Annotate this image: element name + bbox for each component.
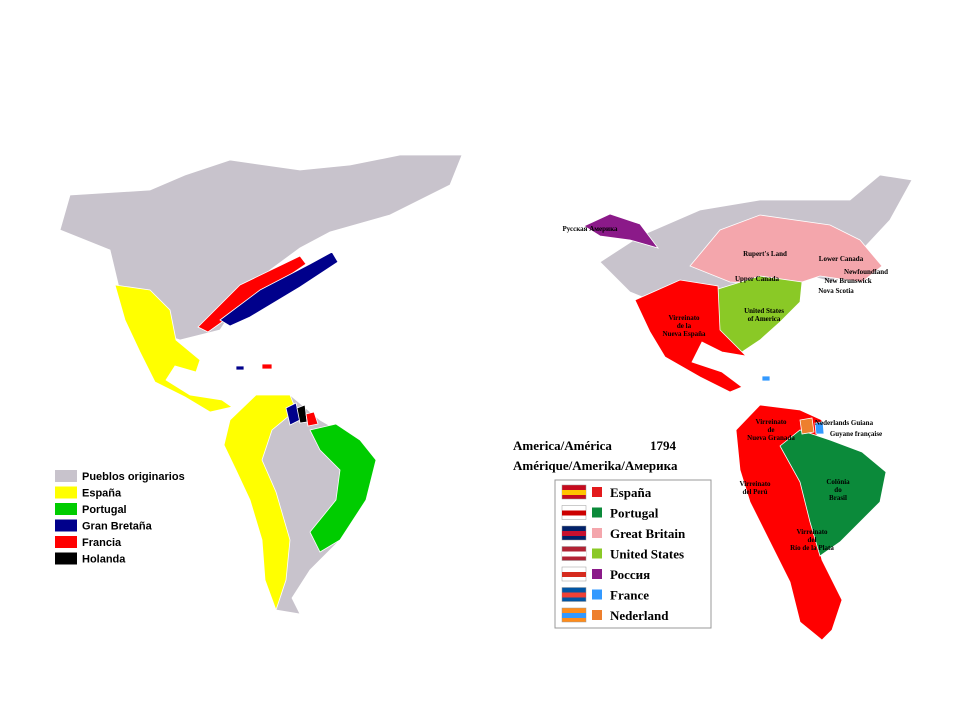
flag-stripe	[562, 490, 586, 495]
legend-swatch	[592, 528, 602, 538]
map-label: de	[768, 426, 775, 434]
flag-stripe	[562, 592, 586, 598]
legend-label: España	[82, 488, 122, 500]
map-label: Virreinato	[755, 418, 787, 426]
map-label: Nueva España	[663, 330, 706, 338]
left-map	[59, 154, 463, 615]
legend-swatch	[55, 519, 77, 532]
map-label: United States	[744, 307, 784, 315]
legend-swatch	[592, 589, 602, 600]
map-labels: Русская Америка Rupert's Land Lower Canada…	[562, 225, 888, 552]
legend-swatch	[55, 470, 77, 482]
flag-stripe	[562, 613, 586, 618]
map-label: do	[834, 486, 842, 494]
map-label: Río de la Plata	[790, 544, 834, 552]
legend-label: Nederland	[610, 608, 669, 623]
year: 1794	[650, 438, 677, 453]
legend-swatch	[592, 548, 602, 559]
legend-swatch	[55, 486, 77, 499]
legend-swatch	[55, 503, 77, 515]
legend-label: Holanda	[82, 554, 126, 566]
legend-label: United States	[610, 547, 684, 562]
flag-stripe	[562, 510, 586, 516]
map-label: Virreinato	[796, 528, 828, 536]
legend-swatch	[592, 569, 602, 579]
subtitle: Amérique/Amerika/Америка	[513, 458, 678, 473]
legend-label: Portugal	[610, 506, 659, 521]
legend-label: Great Britain	[610, 526, 686, 541]
map-label: del Perú	[742, 488, 767, 496]
flag-stripe	[562, 531, 586, 536]
legend-swatch	[592, 507, 602, 518]
map-label: Nederlands Guiana	[815, 419, 874, 427]
map-label: Colônia	[826, 478, 850, 486]
map-label: Upper Canada	[735, 275, 780, 283]
map-label: Newfoundland	[844, 268, 888, 276]
map-label: Lower Canada	[819, 255, 864, 263]
legend-swatch	[592, 487, 602, 497]
map-label: Virreinato	[668, 314, 700, 322]
map-label: Rupert's Land	[743, 250, 787, 258]
legend-label: Pueblos originarios	[82, 471, 185, 483]
map-label: Guyane française	[830, 430, 882, 438]
map-label: Русская Америка	[562, 225, 618, 233]
legend-label: France	[610, 588, 649, 603]
right-map	[583, 174, 913, 641]
map-label: of America	[748, 315, 781, 323]
map-label: New Brunswick	[824, 277, 871, 285]
flag-stripe	[562, 551, 586, 557]
legend-label: Francia	[82, 537, 122, 549]
legend-label: Gran Bretaña	[82, 521, 153, 533]
map-label: Virreinato	[739, 480, 771, 488]
map-label: Nueva Granada	[747, 434, 795, 442]
title: America/América	[513, 438, 612, 453]
legend-label: Россия	[610, 567, 650, 582]
legend-label: Portugal	[82, 504, 127, 516]
map-label: Nova Scotia	[818, 287, 854, 295]
right-legend: España Portugal Great Britain United States…	[561, 484, 686, 623]
map-label: de la	[677, 322, 692, 330]
legend-swatch	[55, 552, 77, 565]
map-label: Brasil	[829, 494, 847, 502]
flag-stripe	[562, 572, 586, 577]
legend-label: España	[610, 485, 652, 500]
map-label: del	[808, 536, 817, 544]
legend-swatch	[592, 610, 602, 620]
left-legend: Pueblos originarios España Portugal Gran Br…	[55, 470, 185, 566]
legend-swatch	[55, 536, 77, 548]
